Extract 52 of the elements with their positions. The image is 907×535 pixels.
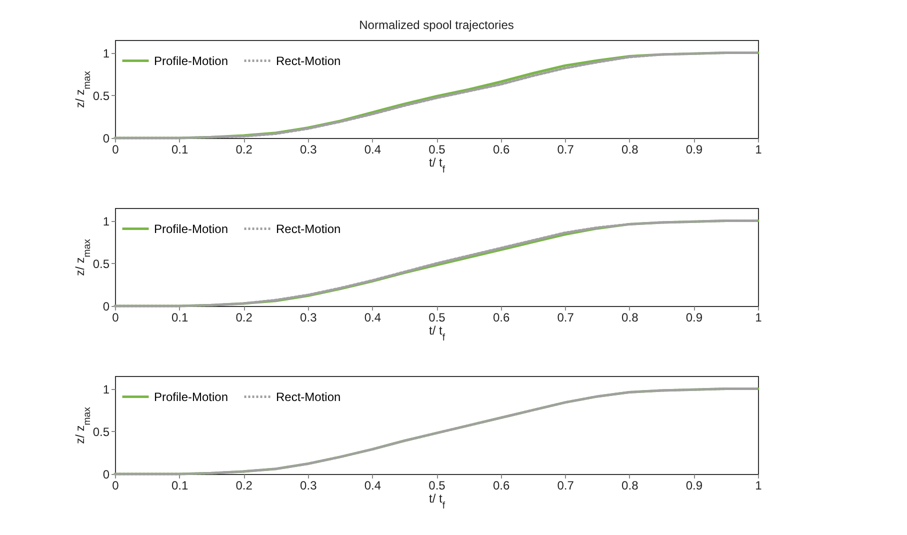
x-tick-label: 0.4 <box>364 142 382 156</box>
legend-label: Profile-Motion <box>154 390 228 404</box>
legend-label: Rect-Motion <box>276 390 341 404</box>
y-tick-label: 0 <box>102 132 110 146</box>
y-tick-label: 1 <box>102 214 110 228</box>
x-tick-label: 0 <box>112 478 120 492</box>
legend-label: Rect-Motion <box>276 222 341 236</box>
x-tick-label: 0.6 <box>492 478 510 492</box>
y-tick-label: 1 <box>102 382 110 396</box>
x-tick-label: 0.1 <box>171 478 188 492</box>
x-tick-label: 0 <box>112 310 120 324</box>
x-tick-label: 0.3 <box>300 310 318 324</box>
y-tick-label: 0.5 <box>92 256 110 271</box>
x-tick-label: 0.3 <box>300 478 318 492</box>
x-tick-label: 0.9 <box>686 478 703 492</box>
legend-label: Profile-Motion <box>154 54 228 68</box>
x-tick-label: 0.2 <box>236 310 253 324</box>
x-tick-label: 1 <box>755 310 762 324</box>
x-tick-label: 0.1 <box>171 142 188 156</box>
x-tick-label: 0.2 <box>236 478 253 492</box>
y-tick-label: 0 <box>102 468 110 482</box>
x-axis-title: t/ t$_{f}$ <box>428 156 446 175</box>
x-axis-title: t/ t$_{f}$ <box>428 492 446 511</box>
x-tick-label: 0.8 <box>622 478 639 492</box>
x-tick-label: 0.7 <box>557 310 574 324</box>
x-tick-label: 0.4 <box>364 478 382 492</box>
x-tick-label: 0.7 <box>557 478 574 492</box>
x-tick-label: 0.1 <box>171 310 188 324</box>
x-tick-label: 0.8 <box>622 142 639 156</box>
x-tick-label: 1 <box>755 142 762 156</box>
x-tick-label: 1 <box>755 478 762 492</box>
x-tick-label: 0.5 <box>428 478 446 492</box>
x-tick-label: 0.6 <box>492 310 510 324</box>
y-tick-label: 0.5 <box>92 424 110 439</box>
x-tick-label: 0.8 <box>622 310 639 324</box>
x-tick-label: 0 <box>112 142 120 156</box>
legend-label: Rect-Motion <box>276 54 341 68</box>
x-tick-label: 0.2 <box>236 142 253 156</box>
x-tick-label: 0.9 <box>686 310 703 324</box>
x-tick-label: 0.6 <box>492 142 510 156</box>
x-axis-title: t/ t$_{f}$ <box>428 324 446 343</box>
x-tick-label: 0.5 <box>428 142 446 156</box>
y-tick-label: 0 <box>102 300 110 314</box>
x-tick-label: 0.3 <box>300 142 318 156</box>
legend-label: Profile-Motion <box>154 222 228 236</box>
y-tick-label: 0.5 <box>92 88 110 103</box>
x-tick-label: 0.9 <box>686 142 703 156</box>
x-tick-label: 0.5 <box>428 310 446 324</box>
y-tick-label: 1 <box>102 46 110 60</box>
chart-title: Normalized spool trajectories <box>359 18 514 32</box>
x-tick-label: 0.4 <box>364 310 382 324</box>
x-tick-label: 0.7 <box>557 142 574 156</box>
